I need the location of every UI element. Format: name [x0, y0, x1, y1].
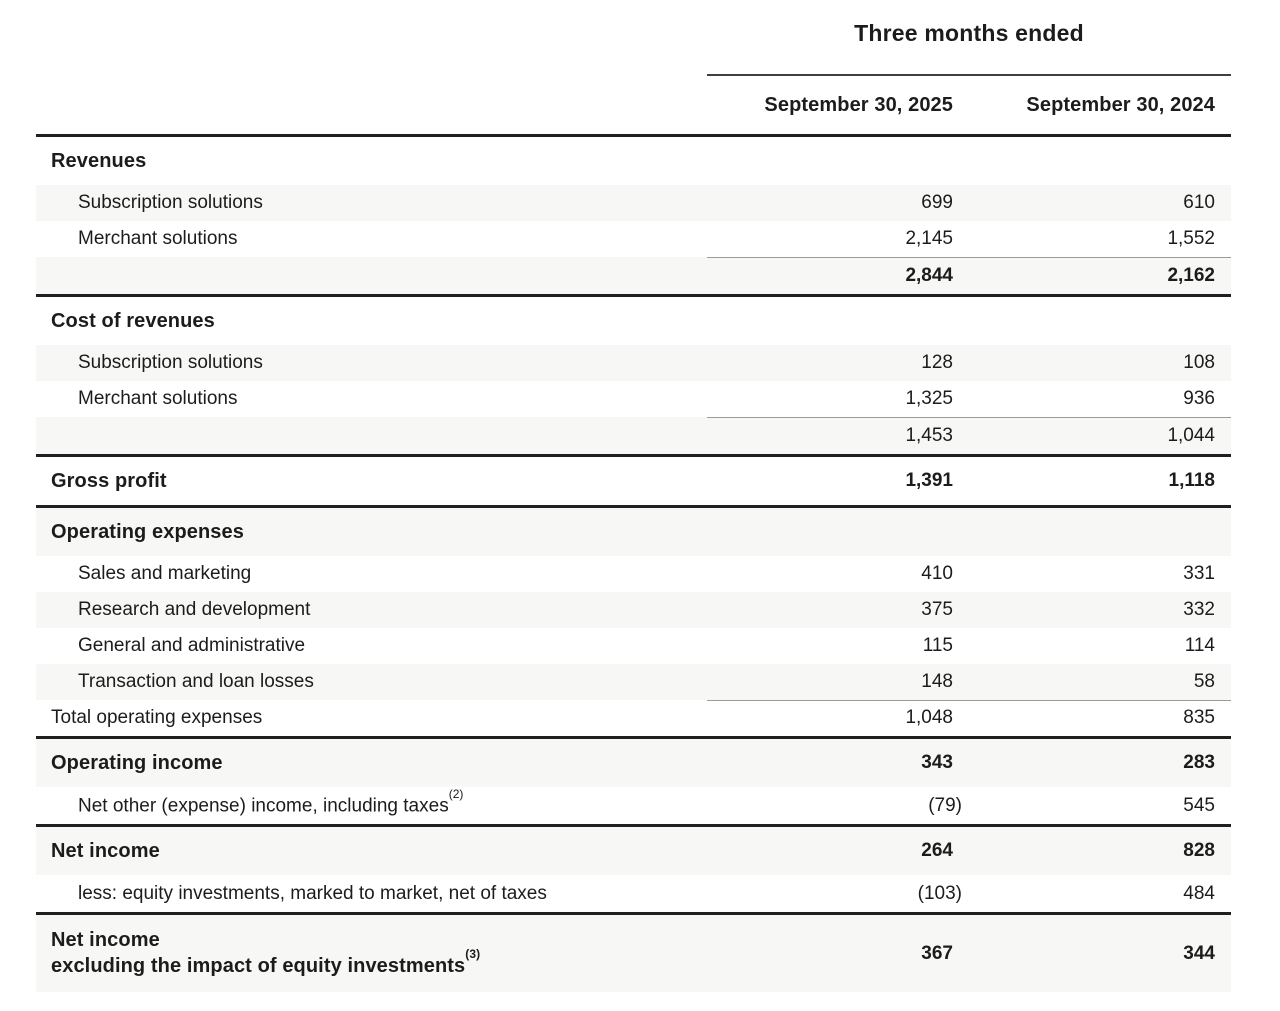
value-2025: 1,048: [905, 707, 953, 728]
period-underline: [707, 74, 1231, 76]
value-2025: 264: [921, 840, 953, 861]
value-2024: 2,162: [1167, 264, 1215, 286]
row-merchant-solutions-cost: Merchant solutions 1,325 936: [36, 381, 1231, 417]
value-2024: 1,552: [1167, 228, 1215, 249]
section-divider: [36, 912, 1231, 915]
value-2025: 1,325: [905, 388, 953, 409]
value-2024: 1,044: [1167, 424, 1215, 446]
row-label: Transaction and loan losses: [78, 671, 314, 692]
value-2024: 58: [1193, 671, 1215, 692]
value-2024: 545: [1183, 794, 1215, 816]
period-block: Three months ended September 30, 2025 Se…: [707, 0, 1231, 134]
row-net-other-expense-income: Net other (expense) income, including ta…: [36, 787, 1231, 824]
value-2025: (103): [917, 882, 962, 904]
row-label: Net other (expense) income, including ta…: [78, 786, 464, 817]
period-title: Three months ended: [854, 20, 1084, 46]
section-divider: [36, 294, 1231, 297]
row-label: Research and development: [78, 599, 311, 620]
row-operating-income: Operating income 343 283: [36, 739, 1231, 787]
section-divider: [36, 505, 1231, 508]
value-2025: 343: [921, 752, 953, 773]
value-2025: 115: [922, 635, 953, 656]
value-2025: 148: [921, 671, 953, 692]
column-header-2024: September 30, 2024: [1026, 93, 1215, 116]
value-2025: 699: [921, 192, 953, 213]
value-2025: 1,391: [905, 470, 953, 491]
value-2024: 331: [1183, 563, 1215, 584]
row-total-cost-of-revenues: 1,453 1,044: [36, 417, 1231, 454]
value-2024: 610: [1183, 192, 1215, 213]
value-2024: 1,118: [1168, 470, 1216, 491]
row-research-and-development: Research and development 375 332: [36, 592, 1231, 628]
value-2024: 835: [1183, 707, 1215, 728]
row-label: Operating expenses: [51, 520, 244, 543]
row-label: Net income: [51, 839, 160, 862]
row-label: Gross profit: [51, 469, 167, 492]
row-label: General and administrative: [78, 635, 306, 656]
value-2025: (79): [928, 794, 962, 816]
row-label: Subscription solutions: [78, 192, 263, 213]
row-gross-profit: Gross profit 1,391 1,118: [36, 457, 1231, 505]
row-subscription-solutions-cost: Subscription solutions 128 108: [36, 345, 1231, 381]
row-less-equity-investments: less: equity investments, marked to mark…: [36, 875, 1231, 912]
footnote-3: (3): [465, 946, 481, 961]
row-sales-and-marketing: Sales and marketing 410 331: [36, 556, 1231, 592]
value-2024: 936: [1183, 388, 1215, 409]
row-label: Merchant solutions: [78, 228, 238, 249]
row-label: Operating income: [51, 751, 223, 774]
footnote-2: (2): [448, 786, 464, 801]
row-label: Total operating expenses: [51, 707, 263, 728]
value-2025: 2,844: [905, 264, 953, 286]
section-divider: [36, 824, 1231, 827]
row-net-income: Net income 264 828: [36, 827, 1231, 875]
value-2025: 375: [921, 599, 953, 620]
row-cost-of-revenues-header: Cost of revenues: [36, 297, 1231, 345]
value-2024: 114: [1184, 635, 1215, 656]
header-spacer: [36, 0, 707, 134]
financial-statement-table: Three months ended September 30, 2025 Se…: [36, 0, 1231, 992]
value-2025: 2,145: [905, 228, 953, 249]
section-divider: [36, 454, 1231, 457]
value-2024: 344: [1183, 942, 1215, 964]
column-headers: September 30, 2025 September 30, 2024: [707, 76, 1231, 134]
row-general-and-administrative: General and administrative 115 114: [36, 628, 1231, 664]
row-total-operating-expenses: Total operating expenses 1,048 835: [36, 700, 1231, 736]
value-2024: 828: [1183, 840, 1215, 861]
row-merchant-solutions-revenue: Merchant solutions 2,145 1,552: [36, 221, 1231, 257]
value-2024: 484: [1183, 882, 1215, 904]
row-subscription-solutions-revenue: Subscription solutions 699 610: [36, 185, 1231, 221]
value-2025: 410: [921, 563, 953, 584]
row-net-income-excluding-equity: Net income excluding the impact of equit…: [36, 915, 1231, 992]
table-header: Three months ended September 30, 2025 Se…: [36, 0, 1231, 137]
row-operating-expenses-header: Operating expenses: [36, 508, 1231, 556]
section-divider: [36, 736, 1231, 739]
value-2025: 367: [921, 942, 953, 964]
row-label: Revenues: [51, 149, 147, 172]
row-revenues-header: Revenues: [36, 137, 1231, 185]
value-2025: 128: [921, 352, 953, 373]
row-label: less: equity investments, marked to mark…: [78, 882, 547, 904]
row-label: Merchant solutions: [78, 388, 238, 409]
value-2025: 1,453: [905, 424, 953, 446]
value-2024: 283: [1183, 752, 1215, 773]
row-label: Net income excluding the impact of equit…: [51, 928, 481, 977]
row-transaction-and-loan-losses: Transaction and loan losses 148 58: [36, 664, 1231, 700]
row-label: Subscription solutions: [78, 352, 263, 373]
row-label: Cost of revenues: [51, 309, 215, 332]
column-header-2025: September 30, 2025: [764, 93, 953, 116]
row-total-revenues: 2,844 2,162: [36, 257, 1231, 294]
value-2024: 108: [1183, 352, 1215, 373]
row-label: Sales and marketing: [78, 563, 252, 584]
value-2024: 332: [1183, 599, 1215, 620]
